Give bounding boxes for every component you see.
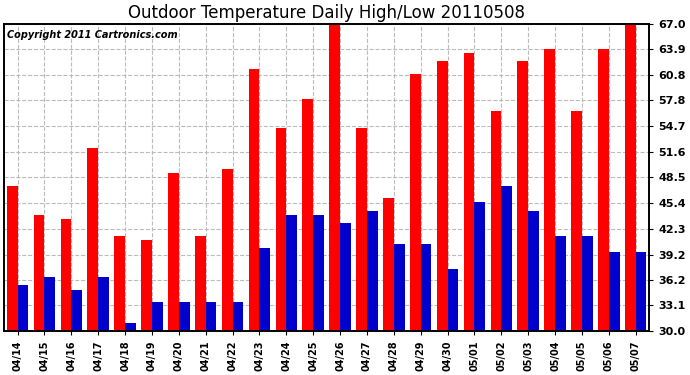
Bar bbox=[34, 215, 44, 331]
Bar bbox=[18, 285, 28, 331]
Bar bbox=[383, 198, 394, 331]
Bar bbox=[367, 211, 377, 331]
Bar bbox=[195, 236, 206, 331]
Bar bbox=[582, 236, 593, 331]
Bar bbox=[125, 323, 136, 331]
Bar bbox=[544, 49, 555, 331]
Bar bbox=[410, 74, 421, 331]
Bar bbox=[340, 223, 351, 331]
Bar bbox=[529, 211, 539, 331]
Bar bbox=[502, 186, 512, 331]
Bar bbox=[88, 148, 98, 331]
Bar bbox=[421, 244, 431, 331]
Bar bbox=[329, 24, 340, 331]
Bar bbox=[609, 252, 620, 331]
Bar bbox=[625, 24, 635, 331]
Bar bbox=[302, 99, 313, 331]
Bar bbox=[313, 215, 324, 331]
Bar bbox=[571, 111, 582, 331]
Title: Outdoor Temperature Daily High/Low 20110508: Outdoor Temperature Daily High/Low 20110… bbox=[128, 4, 525, 22]
Bar bbox=[248, 69, 259, 331]
Bar bbox=[286, 215, 297, 331]
Bar bbox=[475, 202, 485, 331]
Bar bbox=[222, 169, 233, 331]
Bar bbox=[448, 269, 458, 331]
Bar bbox=[115, 236, 125, 331]
Bar bbox=[635, 252, 647, 331]
Bar bbox=[394, 244, 404, 331]
Bar bbox=[206, 302, 217, 331]
Bar bbox=[44, 277, 55, 331]
Bar bbox=[491, 111, 502, 331]
Bar bbox=[275, 128, 286, 331]
Bar bbox=[555, 236, 566, 331]
Bar bbox=[437, 61, 448, 331]
Bar bbox=[598, 49, 609, 331]
Bar bbox=[179, 302, 190, 331]
Bar bbox=[168, 173, 179, 331]
Bar bbox=[356, 128, 367, 331]
Bar bbox=[259, 248, 270, 331]
Bar bbox=[152, 302, 163, 331]
Bar bbox=[98, 277, 109, 331]
Bar bbox=[464, 53, 475, 331]
Bar bbox=[61, 219, 71, 331]
Bar bbox=[233, 302, 244, 331]
Bar bbox=[7, 186, 18, 331]
Bar bbox=[71, 290, 82, 331]
Bar bbox=[518, 61, 529, 331]
Text: Copyright 2011 Cartronics.com: Copyright 2011 Cartronics.com bbox=[8, 30, 178, 40]
Bar bbox=[141, 240, 152, 331]
